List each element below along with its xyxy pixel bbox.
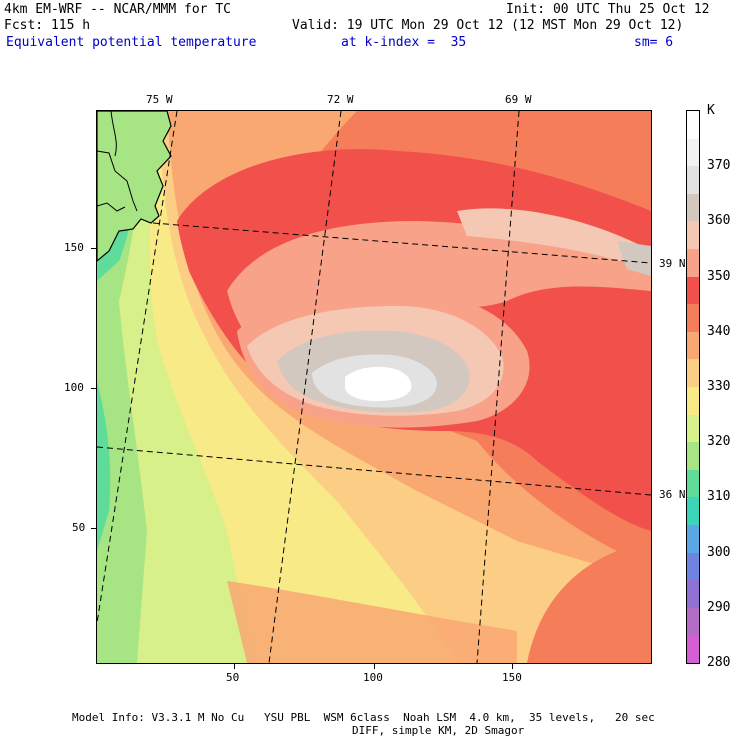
colorbar-segment: [687, 552, 699, 581]
valid-time: Valid: 19 UTC Mon 29 Oct 12 (12 MST Mon …: [292, 18, 684, 33]
lon-label-72w: 72 W: [327, 93, 354, 106]
colorbar-segment: [687, 414, 699, 443]
x-tick-50: [234, 664, 235, 669]
init-time: Init: 00 UTC Thu 25 Oct 12: [506, 2, 710, 17]
colorbar-segment: [687, 276, 699, 305]
lon-label-75w: 75 W: [146, 93, 173, 106]
lat-label-39n: 39 N: [659, 257, 686, 270]
colorbar-label: 290: [707, 599, 731, 615]
model-title: 4km EM-WRF -- NCAR/MMM for TC: [4, 2, 231, 17]
colorbar-segment: [687, 607, 699, 636]
colorbar-segment: [687, 331, 699, 360]
x-label-100: 100: [363, 671, 383, 684]
colorbar-segment: [687, 497, 699, 526]
colorbar-label: 350: [707, 268, 731, 284]
colorbar-segment: [687, 525, 699, 553]
x-label-50: 50: [226, 671, 240, 684]
colorbar-segment: [687, 359, 699, 388]
y-label-150: 150: [64, 241, 84, 254]
colorbar-label: 370: [707, 158, 731, 174]
model-info: Model Info: V3.3.1 M No Cu YSU PBL WSM 6…: [72, 711, 655, 724]
colorbar-segment: [687, 304, 699, 333]
forecast-hour: Fcst: 115 h: [4, 18, 91, 33]
lat-label-36n: 36 N: [659, 488, 686, 501]
y-label-50: 50: [72, 521, 86, 534]
colorbar-segment: [687, 442, 699, 471]
colorbar-segment: [687, 166, 699, 195]
colorbar-label: 300: [707, 544, 731, 560]
field-name: Equivalent potential temperature: [6, 35, 257, 50]
lon-label-69w: 69 W: [505, 93, 532, 106]
y-tick-150: [91, 248, 96, 249]
model-info-2: DIFF, simple KM, 2D Smagor: [352, 724, 525, 737]
smoothing-info: sm= 6: [634, 35, 674, 50]
colorbar-label: 360: [707, 213, 731, 229]
colorbar-label: 320: [707, 434, 731, 450]
x-tick-100: [374, 664, 375, 669]
x-label-150: 150: [502, 671, 522, 684]
colorbar-label: 330: [707, 379, 731, 394]
y-tick-50: [91, 528, 96, 529]
y-tick-100: [91, 388, 96, 389]
colorbar-segment: [687, 580, 699, 609]
x-tick-150: [512, 664, 513, 669]
colorbar-label: 310: [707, 489, 731, 505]
y-label-100: 100: [64, 381, 84, 394]
colorbar-label: 340: [707, 323, 731, 339]
colorbar-segment: [687, 469, 699, 498]
colorbar-label: 280: [707, 655, 731, 670]
colorbar-segment: [687, 138, 699, 167]
colorbar-segment: [687, 387, 699, 415]
colorbar-segment: [687, 249, 699, 277]
colorbar-segment: [687, 193, 699, 222]
colorbar-segment: [687, 111, 699, 139]
colorbar-segment: [687, 635, 699, 664]
colorbar-segment: [687, 221, 699, 250]
colorbar-unit: K: [707, 103, 715, 118]
colorbar: [686, 110, 700, 664]
theta-e-map: [96, 110, 652, 664]
level-info: at k-index = 35: [341, 35, 467, 50]
